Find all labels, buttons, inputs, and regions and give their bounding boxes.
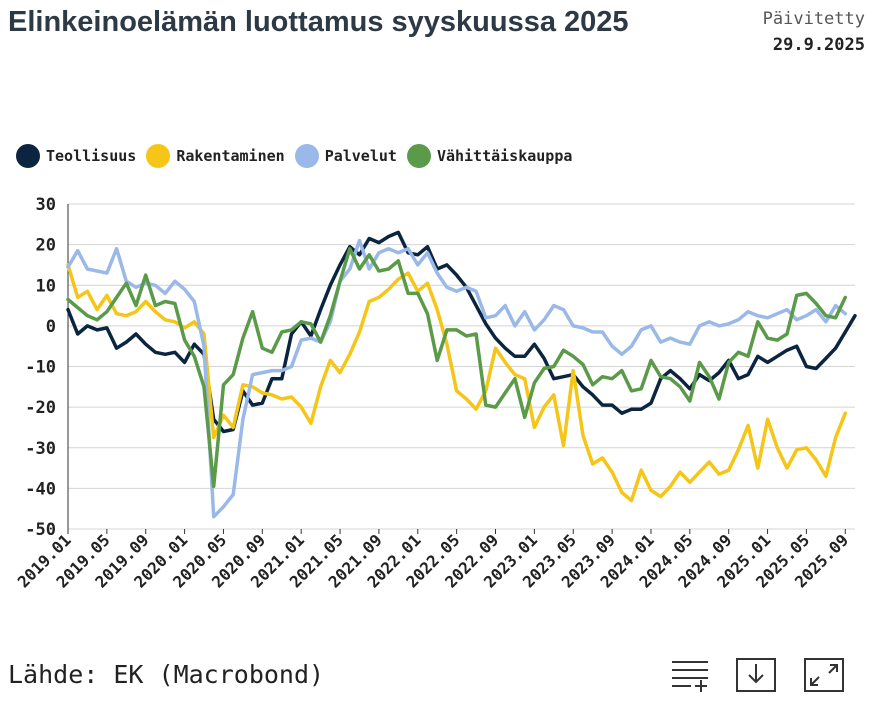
legend-label: Teollisuus [46,147,137,165]
source-note: Lähde: EK (Macrobond) [8,660,325,689]
series-line-rakentaminen [66,263,848,503]
legend-item-rakentaminen[interactable]: Rakentaminen [146,144,285,168]
y-tick-label: -40 [25,479,56,499]
menu-add-button[interactable] [670,658,710,692]
legend-swatch [406,144,431,168]
y-tick-label: -10 [25,358,56,378]
legend-label: Rakentaminen [176,147,285,165]
y-tick-label: -30 [25,439,56,459]
updated-label: Päivitetty [762,9,865,29]
legend: Teollisuus Rakentaminen Palvelut Vähittä… [16,144,572,168]
legend-item-palvelut[interactable]: Palvelut [294,144,397,168]
y-tick-label: 20 [36,236,56,256]
line-chart: 3020100-10-20-30-40-502019.012019.052019… [14,195,857,592]
y-tick-label: -50 [25,520,56,540]
series-line-vhittiskauppa [66,246,848,489]
fullscreen-button[interactable] [804,658,844,692]
legend-swatch [294,144,319,168]
y-tick-label: -20 [25,398,56,418]
menu-add-icon [672,661,708,692]
legend-item-teollisuus[interactable]: Teollisuus [16,144,136,168]
legend-swatch [146,144,171,168]
updated-date: 29.9.2025 [772,35,865,55]
fullscreen-icon [804,658,844,692]
y-tick-label: 30 [36,195,56,215]
legend-item-vahittaiskauppa[interactable]: Vähittäiskauppa [406,144,573,168]
chart-title: Elinkeinoelämän luottamus syyskuussa 202… [8,6,629,38]
legend-label: Vähittäiskauppa [436,147,573,165]
legend-label: Palvelut [324,147,397,165]
download-button[interactable] [736,658,776,692]
series-line-palvelut [66,238,848,519]
y-tick-label: 10 [36,276,56,296]
updated-info: Päivitetty 29.9.2025 [763,6,865,58]
legend-swatch [16,144,40,168]
download-icon [736,658,776,692]
y-tick-label: 0 [46,317,56,337]
series-line-teollisuus [66,230,857,434]
